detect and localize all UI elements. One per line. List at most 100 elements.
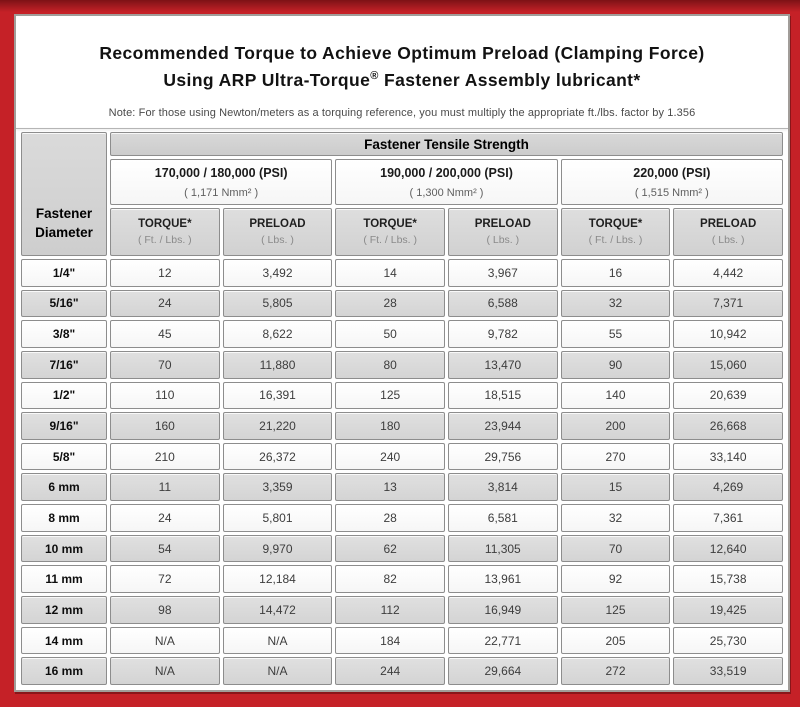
torque-value-cell: 180 — [335, 412, 445, 440]
preload-value-cell: N/A — [222, 657, 333, 685]
preload-column-header: PRELOAD ( Lbs. ) — [673, 208, 783, 256]
preload-value-cell: 12,184 — [222, 565, 333, 594]
psi-group-header-220: 220,000 (PSI) ( 1,515 Nmm² ) — [560, 159, 783, 205]
preload-value-cell: 7,361 — [673, 504, 783, 532]
preload-value-cell: 9,970 — [222, 534, 333, 563]
torque-value-cell: 98 — [110, 596, 220, 624]
torque-value-cell: 62 — [335, 534, 445, 563]
torque-value-cell: N/A — [110, 657, 220, 685]
row-diameter-label: 14 mm — [21, 626, 107, 655]
preload-unit: ( Lbs. ) — [486, 234, 520, 246]
preload-value-cell: 33,140 — [673, 442, 783, 471]
preload-value-cell: 19,425 — [673, 596, 783, 624]
preload-value-cell: 3,359 — [222, 473, 333, 502]
torque-value-cell: 50 — [335, 320, 445, 348]
corner-line-2: Diameter — [35, 225, 93, 241]
preload-value-cell: 10,942 — [673, 320, 783, 348]
preload-value-cell: 6,588 — [447, 289, 558, 318]
preload-value-cell: 23,944 — [447, 412, 558, 440]
torque-value-cell: 24 — [110, 289, 220, 318]
torque-value-cell: 240 — [335, 442, 445, 471]
registered-mark: ® — [370, 70, 379, 83]
torque-value-cell: 140 — [560, 381, 671, 410]
torque-value-cell: 205 — [560, 626, 671, 655]
torque-value-cell: 72 — [110, 565, 220, 594]
psi-label: 190,000 / 200,000 (PSI) — [380, 165, 513, 180]
torque-value-cell: 160 — [110, 412, 220, 440]
nmm-label: ( 1,515 Nmm² ) — [634, 186, 709, 199]
preload-unit: ( Lbs. ) — [261, 234, 294, 246]
torque-value-cell: 24 — [110, 504, 220, 532]
preload-label: PRELOAD — [249, 218, 306, 230]
preload-value-cell: 20,639 — [673, 381, 783, 410]
preload-label: PRELOAD — [700, 218, 757, 230]
torque-value-cell: 70 — [560, 534, 671, 563]
torque-value-cell: 54 — [110, 534, 220, 563]
row-diameter-label: 8 mm — [21, 504, 107, 532]
row-diameter-label: 10 mm — [21, 534, 107, 563]
note-text: Note: For those using Newton/meters as a… — [108, 107, 696, 120]
corner-header-fastener-diameter: Fastener Diameter — [21, 132, 107, 256]
torque-column-header: TORQUE* ( Ft. / Lbs. ) — [335, 208, 445, 256]
page-title: Recommended Torque to Achieve Optimum Pr… — [16, 40, 788, 94]
title-block: Recommended Torque to Achieve Optimum Pr… — [16, 16, 788, 128]
torque-value-cell: 28 — [335, 289, 445, 318]
title-line-2: Using ARP Ultra-Torque — [163, 70, 371, 91]
psi-group-header-190-200: 190,000 / 200,000 (PSI) ( 1,300 Nmm² ) — [335, 159, 558, 205]
title-line-2-end: Fastener Assembly lubricant* — [378, 70, 641, 91]
torque-value-cell: 55 — [560, 320, 671, 348]
preload-value-cell: 16,391 — [222, 381, 333, 410]
preload-value-cell: 8,622 — [222, 320, 333, 348]
divider — [16, 128, 788, 129]
torque-value-cell: 270 — [560, 442, 671, 471]
torque-table-grid: Fastener Diameter Fastener Tensile Stren… — [21, 132, 783, 685]
preload-value-cell: 13,961 — [447, 565, 558, 594]
psi-label: 220,000 (PSI) — [633, 165, 711, 180]
preload-value-cell: 18,515 — [447, 381, 558, 410]
title-line-1: Recommended Torque to Achieve Optimum Pr… — [99, 43, 705, 63]
torque-value-cell: 80 — [335, 350, 445, 379]
row-diameter-label: 3/8" — [21, 320, 107, 348]
torque-unit: ( Ft. / Lbs. ) — [363, 234, 417, 246]
row-diameter-label: 11 mm — [21, 565, 107, 594]
preload-value-cell: 12,640 — [673, 534, 783, 563]
preload-column-header: PRELOAD ( Lbs. ) — [222, 208, 333, 256]
torque-value-cell: 112 — [335, 596, 445, 624]
preload-value-cell: 13,470 — [447, 350, 558, 379]
preload-value-cell: 16,949 — [447, 596, 558, 624]
torque-value-cell: 28 — [335, 504, 445, 532]
nmm-label: ( 1,171 Nmm² ) — [184, 186, 259, 199]
torque-value-cell: 15 — [560, 473, 671, 502]
torque-label: TORQUE* — [138, 218, 192, 230]
preload-value-cell: 5,801 — [222, 504, 333, 532]
torque-value-cell: 125 — [560, 596, 671, 624]
preload-value-cell: 4,269 — [673, 473, 783, 502]
torque-label: TORQUE* — [588, 218, 643, 230]
row-diameter-label: 5/8" — [21, 442, 107, 471]
torque-value-cell: 272 — [560, 657, 671, 685]
preload-value-cell: 22,771 — [447, 626, 558, 655]
preload-value-cell: 9,782 — [447, 320, 558, 348]
preload-value-cell: 7,371 — [673, 289, 783, 318]
preload-column-header: PRELOAD ( Lbs. ) — [447, 208, 558, 256]
preload-value-cell: 21,220 — [222, 412, 333, 440]
torque-value-cell: 210 — [110, 442, 220, 471]
torque-value-cell: N/A — [110, 626, 220, 655]
psi-group-header-170-180: 170,000 / 180,000 (PSI) ( 1,171 Nmm² ) — [110, 159, 333, 205]
preload-value-cell: 4,442 — [673, 259, 783, 287]
torque-value-cell: 244 — [335, 657, 445, 685]
preload-value-cell: 3,967 — [447, 259, 558, 287]
row-diameter-label: 1/4" — [21, 259, 107, 287]
preload-value-cell: 15,738 — [673, 565, 783, 594]
torque-column-header: TORQUE* ( Ft. / Lbs. ) — [110, 208, 220, 256]
preload-value-cell: 5,805 — [222, 289, 333, 318]
torque-value-cell: 82 — [335, 565, 445, 594]
torque-unit: ( Ft. / Lbs. ) — [588, 234, 643, 246]
torque-value-cell: 90 — [560, 350, 671, 379]
corner-line-1: Fastener — [35, 205, 93, 221]
torque-value-cell: 14 — [335, 259, 445, 287]
preload-value-cell: 6,581 — [447, 504, 558, 532]
torque-value-cell: 32 — [560, 289, 671, 318]
tensile-strength-header: Fastener Tensile Strength — [110, 132, 783, 156]
row-diameter-label: 16 mm — [21, 657, 107, 685]
